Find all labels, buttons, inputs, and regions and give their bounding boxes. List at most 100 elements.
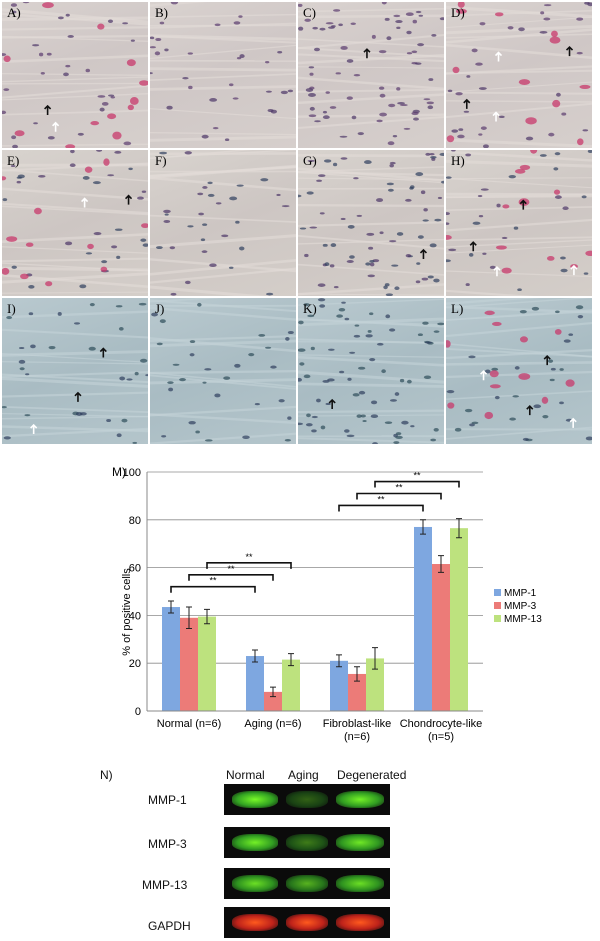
tissue-nucleus bbox=[351, 115, 357, 120]
tissue-nucleus bbox=[389, 399, 397, 402]
tissue-nucleus bbox=[465, 153, 472, 157]
stained-cell bbox=[6, 236, 18, 242]
tissue-nucleus bbox=[344, 317, 350, 321]
error-bar bbox=[270, 686, 276, 698]
tissue-nucleus bbox=[422, 321, 429, 325]
legend-swatch bbox=[494, 589, 501, 596]
panel-h: H) bbox=[446, 150, 592, 296]
tissue-nucleus bbox=[317, 298, 326, 302]
tissue-nucleus bbox=[525, 136, 534, 141]
panel-label: K) bbox=[303, 301, 317, 316]
tissue-nucleus bbox=[391, 264, 399, 267]
tissue-nucleus bbox=[522, 437, 529, 441]
bar-mmp-13 bbox=[198, 616, 216, 711]
tissue-nucleus bbox=[333, 286, 339, 289]
stained-cell bbox=[139, 80, 148, 86]
tissue-nucleus bbox=[285, 336, 290, 341]
tissue-nucleus bbox=[365, 334, 373, 338]
tissue-nucleus bbox=[238, 15, 243, 18]
tissue-fiber bbox=[150, 369, 296, 375]
tissue-nucleus bbox=[239, 246, 245, 251]
white-arrow-icon bbox=[570, 264, 578, 276]
tissue-nucleus bbox=[482, 252, 487, 255]
tissue-nucleus bbox=[508, 174, 516, 179]
tissue-nucleus bbox=[340, 45, 348, 50]
tissue-nucleus bbox=[561, 112, 567, 116]
error-bar bbox=[252, 649, 258, 663]
tissue-fiber bbox=[298, 293, 444, 296]
tissue-fiber bbox=[298, 66, 444, 69]
tissue-fiber bbox=[2, 8, 148, 24]
tissue-nucleus bbox=[287, 416, 292, 420]
error-bar bbox=[420, 519, 426, 535]
black-arrow-icon bbox=[565, 45, 574, 57]
x-tick-label: Chondrocyte-like bbox=[400, 718, 483, 730]
tissue-nucleus bbox=[338, 307, 346, 312]
tissue-nucleus bbox=[553, 167, 559, 171]
tissue-fiber bbox=[150, 135, 296, 142]
black-arrow-icon bbox=[99, 347, 107, 358]
tissue-nucleus bbox=[154, 51, 161, 56]
tissue-nucleus bbox=[156, 342, 163, 346]
tissue-nucleus bbox=[130, 39, 135, 42]
tissue-nucleus bbox=[18, 359, 26, 364]
white-arrow-icon bbox=[492, 111, 500, 122]
stained-cell bbox=[492, 321, 502, 327]
tissue-nucleus bbox=[494, 395, 500, 400]
tissue-nucleus bbox=[197, 192, 204, 196]
tissue-nucleus bbox=[16, 180, 22, 184]
tissue-nucleus bbox=[140, 238, 147, 242]
stained-cell bbox=[446, 135, 455, 143]
tissue-nucleus bbox=[202, 223, 208, 226]
tissue-nucleus bbox=[101, 101, 109, 106]
tissue-nucleus bbox=[325, 22, 334, 25]
tissue-nucleus bbox=[385, 314, 391, 319]
bar-mmp-13 bbox=[450, 528, 468, 711]
tissue-nucleus bbox=[480, 188, 489, 191]
tissue-nucleus bbox=[118, 327, 124, 331]
tissue-fiber bbox=[150, 335, 296, 343]
tissue-nucleus bbox=[197, 302, 202, 307]
tissue-nucleus bbox=[339, 135, 348, 138]
tissue-nucleus bbox=[562, 206, 569, 210]
tissue-fiber bbox=[2, 328, 148, 339]
tissue-fiber bbox=[446, 177, 592, 189]
tissue-nucleus bbox=[376, 198, 384, 203]
tissue-nucleus bbox=[119, 376, 126, 381]
stained-cell bbox=[127, 104, 134, 111]
tissue-nucleus bbox=[184, 151, 192, 155]
tissue-nucleus bbox=[358, 390, 366, 395]
stained-cell bbox=[502, 204, 510, 209]
panel-k-tissue bbox=[298, 298, 444, 444]
tissue-nucleus bbox=[116, 433, 122, 438]
tissue-nucleus bbox=[299, 227, 307, 230]
tissue-nucleus bbox=[63, 72, 69, 77]
tissue-fiber bbox=[2, 205, 148, 216]
tissue-nucleus bbox=[298, 348, 306, 352]
stained-cell bbox=[530, 150, 538, 154]
tissue-fiber bbox=[298, 88, 444, 93]
stained-cell bbox=[446, 235, 452, 240]
tissue-fiber bbox=[298, 113, 444, 118]
stained-cell bbox=[34, 207, 42, 215]
tissue-fiber bbox=[298, 53, 444, 63]
tissue-nucleus bbox=[187, 225, 194, 228]
tissue-nucleus bbox=[587, 150, 592, 154]
stained-cell bbox=[514, 168, 526, 174]
tissue-nucleus bbox=[198, 212, 205, 216]
tissue-nucleus bbox=[339, 370, 345, 374]
tissue-nucleus bbox=[455, 92, 463, 96]
tissue-nucleus bbox=[389, 163, 394, 168]
tissue-nucleus bbox=[549, 378, 555, 382]
blot-row-label-mmp1: MMP-1 bbox=[148, 793, 187, 807]
tissue-nucleus bbox=[484, 369, 491, 374]
tissue-nucleus bbox=[357, 132, 364, 136]
tissue-nucleus bbox=[396, 232, 404, 236]
tissue-nucleus bbox=[287, 330, 294, 335]
tissue-nucleus bbox=[378, 86, 385, 90]
tissue-nucleus bbox=[151, 312, 158, 317]
tissue-nucleus bbox=[207, 181, 213, 185]
tissue-fiber bbox=[150, 108, 296, 120]
tissue-nucleus bbox=[517, 288, 522, 291]
tissue-nucleus bbox=[3, 436, 11, 440]
